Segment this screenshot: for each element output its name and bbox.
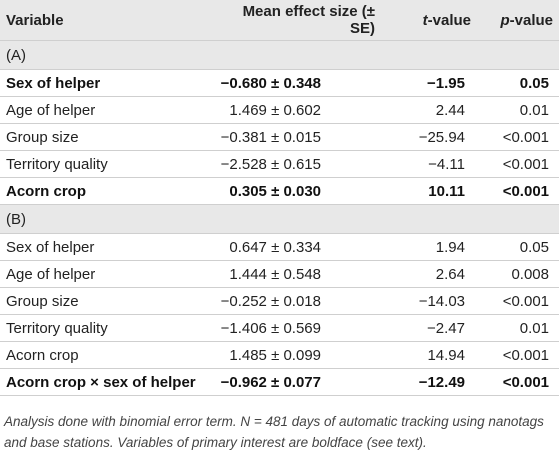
header-t-prefix: t bbox=[422, 11, 428, 29]
header-p-prefix: p bbox=[500, 11, 510, 29]
cell-p-value: 0.01 bbox=[473, 96, 559, 124]
cell-p-value: <0.001 bbox=[473, 177, 559, 205]
cell-p-value: <0.001 bbox=[473, 341, 559, 369]
cell-mean-effect: 1.485 ± 0.099 bbox=[210, 341, 383, 369]
cell-variable: Group size bbox=[0, 287, 210, 315]
cell-t-value: −25.94 bbox=[383, 123, 473, 151]
cell-p-value: 0.05 bbox=[473, 233, 559, 261]
cell-mean-effect: −0.680 ± 0.348 bbox=[210, 69, 383, 97]
cell-p-value: 0.05 bbox=[473, 69, 559, 97]
table-row: Acorn crop 1.485 ± 0.099 14.94 <0.001 bbox=[0, 341, 559, 369]
cell-p-value: <0.001 bbox=[473, 150, 559, 178]
cell-mean-effect: 1.469 ± 0.602 bbox=[210, 96, 383, 124]
header-t-value: t-value bbox=[383, 0, 473, 41]
cell-t-value: −14.03 bbox=[383, 287, 473, 315]
cell-p-value: <0.001 bbox=[473, 287, 559, 315]
cell-mean-effect: 0.647 ± 0.334 bbox=[210, 233, 383, 261]
cell-mean-effect: −0.252 ± 0.018 bbox=[210, 287, 383, 315]
table-header: Variable Mean effect size (± SE) t-value… bbox=[0, 0, 559, 41]
cell-variable: Acorn crop × sex of helper bbox=[0, 368, 210, 396]
table-row: Sex of helper 0.647 ± 0.334 1.94 0.05 bbox=[0, 233, 559, 261]
cell-variable: Age of helper bbox=[0, 260, 210, 288]
header-t-suffix: -value bbox=[427, 11, 471, 29]
cell-t-value: −2.47 bbox=[383, 314, 473, 342]
cell-variable: Sex of helper bbox=[0, 69, 210, 97]
table-row: Acorn crop × sex of helper −0.962 ± 0.077… bbox=[0, 368, 559, 396]
cell-t-value: 2.44 bbox=[383, 96, 473, 124]
table-row: Age of helper 1.469 ± 0.602 2.44 0.01 bbox=[0, 96, 559, 124]
section-label: (A) bbox=[0, 40, 559, 70]
section-row: (A) bbox=[0, 40, 559, 70]
section-label: (B) bbox=[0, 204, 559, 234]
cell-mean-effect: 0.305 ± 0.030 bbox=[210, 177, 383, 205]
header-p-value: p-value bbox=[473, 0, 559, 41]
cell-mean-effect: −0.381 ± 0.015 bbox=[210, 123, 383, 151]
header-row: Variable Mean effect size (± SE) t-value… bbox=[0, 0, 559, 41]
cell-mean-effect: −1.406 ± 0.569 bbox=[210, 314, 383, 342]
header-p-suffix: -value bbox=[509, 11, 553, 29]
cell-mean-effect: −0.962 ± 0.077 bbox=[210, 368, 383, 396]
stats-table: Variable Mean effect size (± SE) t-value… bbox=[0, 0, 559, 396]
cell-t-value: 10.11 bbox=[383, 177, 473, 205]
cell-t-value: 1.94 bbox=[383, 233, 473, 261]
cell-t-value: −1.95 bbox=[383, 69, 473, 97]
cell-t-value: −4.11 bbox=[383, 150, 473, 178]
cell-p-value: 0.008 bbox=[473, 260, 559, 288]
table-row: Group size −0.252 ± 0.018 −14.03 <0.001 bbox=[0, 287, 559, 315]
cell-mean-effect: 1.444 ± 0.548 bbox=[210, 260, 383, 288]
cell-p-value: <0.001 bbox=[473, 123, 559, 151]
cell-p-value: <0.001 bbox=[473, 368, 559, 396]
table-row: Acorn crop 0.305 ± 0.030 10.11 <0.001 bbox=[0, 177, 559, 205]
cell-variable: Territory quality bbox=[0, 314, 210, 342]
table-row: Group size −0.381 ± 0.015 −25.94 <0.001 bbox=[0, 123, 559, 151]
header-variable: Variable bbox=[0, 0, 210, 41]
table-row: Territory quality −1.406 ± 0.569 −2.47 0.01 bbox=[0, 314, 559, 342]
cell-t-value: −12.49 bbox=[383, 368, 473, 396]
table-body: (A) Sex of helper −0.680 ± 0.348 −1.95 0.05 A… bbox=[0, 40, 559, 396]
cell-variable: Group size bbox=[0, 123, 210, 151]
cell-variable: Age of helper bbox=[0, 96, 210, 124]
cell-variable: Sex of helper bbox=[0, 233, 210, 261]
table-row: Sex of helper −0.680 ± 0.348 −1.95 0.05 bbox=[0, 69, 559, 97]
cell-t-value: 2.64 bbox=[383, 260, 473, 288]
table-row: Age of helper 1.444 ± 0.548 2.64 0.008 bbox=[0, 260, 559, 288]
section-row: (B) bbox=[0, 204, 559, 234]
cell-variable: Territory quality bbox=[0, 150, 210, 178]
table-row: Territory quality −2.528 ± 0.615 −4.11 <0.0… bbox=[0, 150, 559, 178]
table-footnote: Analysis done with binomial error term. … bbox=[4, 414, 544, 450]
cell-variable: Acorn crop bbox=[0, 341, 210, 369]
cell-t-value: 14.94 bbox=[383, 341, 473, 369]
cell-mean-effect: −2.528 ± 0.615 bbox=[210, 150, 383, 178]
cell-variable: Acorn crop bbox=[0, 177, 210, 205]
cell-p-value: 0.01 bbox=[473, 314, 559, 342]
header-mean-effect: Mean effect size (± SE) bbox=[210, 0, 383, 41]
